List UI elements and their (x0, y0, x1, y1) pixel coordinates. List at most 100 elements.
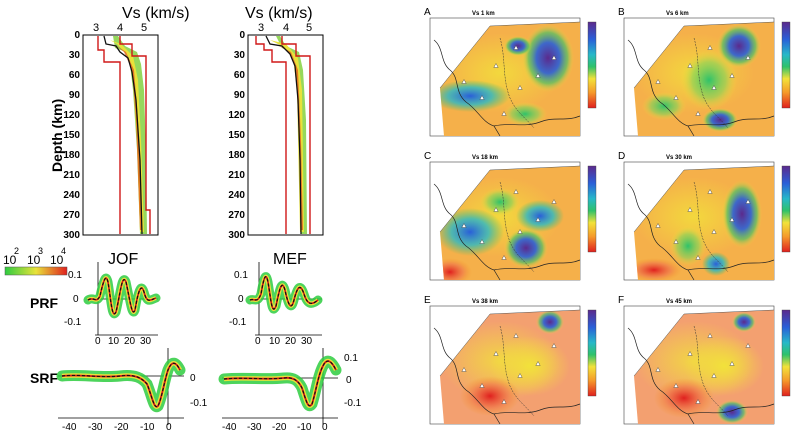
station-marker (501, 111, 507, 116)
best-model-line (103, 35, 143, 235)
prf-x-tick: 20 (124, 336, 136, 347)
colorbar-exponent: 4 (61, 246, 66, 256)
station-marker (493, 207, 499, 212)
panel-title: Vs 38 km (472, 299, 498, 305)
station-marker (695, 399, 701, 404)
velocity-anomaly (440, 80, 510, 112)
vs-map-panel: E Vs 38 km (424, 295, 597, 425)
upper-bound-line (281, 36, 311, 234)
grid-boundary (439, 21, 581, 89)
prf-x-tick: 30 (301, 336, 313, 347)
prf-label: PRF (30, 295, 58, 311)
station-marker (711, 85, 717, 90)
prf-y-tick: 0.1 (234, 270, 248, 281)
depth-tick: 90 (69, 90, 81, 101)
srf-observed (223, 360, 337, 407)
grid-boundary (439, 165, 581, 233)
depth-tick: 210 (228, 170, 245, 181)
coastline (687, 259, 775, 271)
border-line (499, 181, 535, 273)
coastline (493, 115, 581, 127)
srf-plot-mef: 0.1 0 -0.1 -40 -30 -20 -10 0 (218, 348, 362, 433)
srf-x-tick: -30 (247, 422, 262, 433)
velocity-colorbar (587, 21, 597, 109)
depth-tick: 240 (63, 190, 80, 201)
velocity-colorbar (781, 309, 791, 397)
coastline (627, 39, 695, 137)
border-line (499, 37, 535, 129)
prf-x-tick: 20 (285, 336, 297, 347)
station-marker (729, 217, 735, 222)
vs-profile-jof: Vs (km/s) 3 4 5 0 30 60 90 120 150 180 2… (49, 5, 190, 241)
velocity-anomaly (460, 376, 520, 416)
vs-tick: 4 (117, 22, 123, 34)
station-marker (493, 63, 499, 68)
colorbar-swatch (4, 266, 68, 276)
prf-y-tick: -0.1 (64, 317, 82, 328)
station-marker (707, 45, 713, 50)
panel-letter: A (424, 7, 431, 18)
coastline (493, 259, 581, 271)
depth-tick: 0 (239, 30, 245, 41)
profile-frame (82, 34, 159, 236)
station-marker (711, 229, 717, 234)
velocity-anomaly (642, 92, 686, 120)
grid-boundary (633, 21, 775, 89)
depth-tick: 60 (234, 70, 246, 81)
velocity-colorbar (781, 165, 791, 253)
station-label-mef: MEF (273, 251, 307, 268)
station-marker (707, 189, 713, 194)
station-marker (655, 367, 661, 372)
vs-tick: 4 (283, 22, 289, 34)
velocity-anomaly (522, 24, 574, 92)
depth-tick: 90 (234, 90, 246, 101)
depth-tick: 210 (63, 170, 80, 181)
station-marker (729, 73, 735, 78)
station-marker (501, 255, 507, 260)
colorbar-label: 10 (27, 253, 41, 267)
grid-boundary (633, 165, 775, 233)
panel-title: Vs 45 km (666, 299, 692, 305)
station-marker (745, 55, 751, 60)
depth-tick: 150 (63, 130, 80, 141)
station-marker (517, 85, 523, 90)
prf-synthetic (87, 277, 157, 315)
srf-x-tick: 0 (322, 422, 328, 433)
station-marker (729, 361, 735, 366)
station-marker (535, 73, 541, 78)
best-model-line (265, 35, 302, 235)
velocity-anomaly (504, 228, 548, 268)
velocity-anomaly (702, 252, 730, 276)
srf-x-tick: -40 (62, 422, 77, 433)
station-marker (513, 333, 519, 338)
velocity-anomaly (717, 24, 761, 68)
velocity-anomaly (702, 108, 738, 132)
velocity-anomaly (440, 208, 504, 256)
coastline (433, 327, 501, 425)
depth-tick: 150 (228, 130, 245, 141)
model-density-core (110, 40, 144, 232)
colorbar-exponent: 3 (38, 246, 43, 256)
coastline (687, 403, 775, 415)
prf-y-tick: 0 (238, 294, 244, 305)
depth-tick: 270 (228, 210, 245, 221)
prf-y-tick: -0.1 (229, 317, 247, 328)
station-marker (687, 63, 693, 68)
station-marker (687, 351, 693, 356)
map-grid: A Vs 1 km B Vs 6 km C Vs 18 km D Vs 30 km E Vs 38… (424, 7, 791, 425)
srf-y-tick: 0 (346, 375, 352, 386)
depth-tick: 300 (63, 230, 80, 241)
velocity-colorbar (587, 165, 597, 253)
station-marker (461, 367, 467, 372)
panel-letter: C (424, 151, 431, 162)
prf-x-tick: 0 (255, 336, 261, 347)
velocity-anomaly (634, 258, 682, 280)
prf-y-tick: 0 (73, 294, 79, 305)
velocity-anomaly (716, 400, 748, 424)
station-marker (493, 351, 499, 356)
velocity-anomaly (681, 50, 737, 110)
depth-tick: 120 (228, 110, 245, 121)
lower-bound-line (97, 36, 121, 234)
panel-letter: D (618, 151, 625, 162)
station-marker (655, 79, 661, 84)
